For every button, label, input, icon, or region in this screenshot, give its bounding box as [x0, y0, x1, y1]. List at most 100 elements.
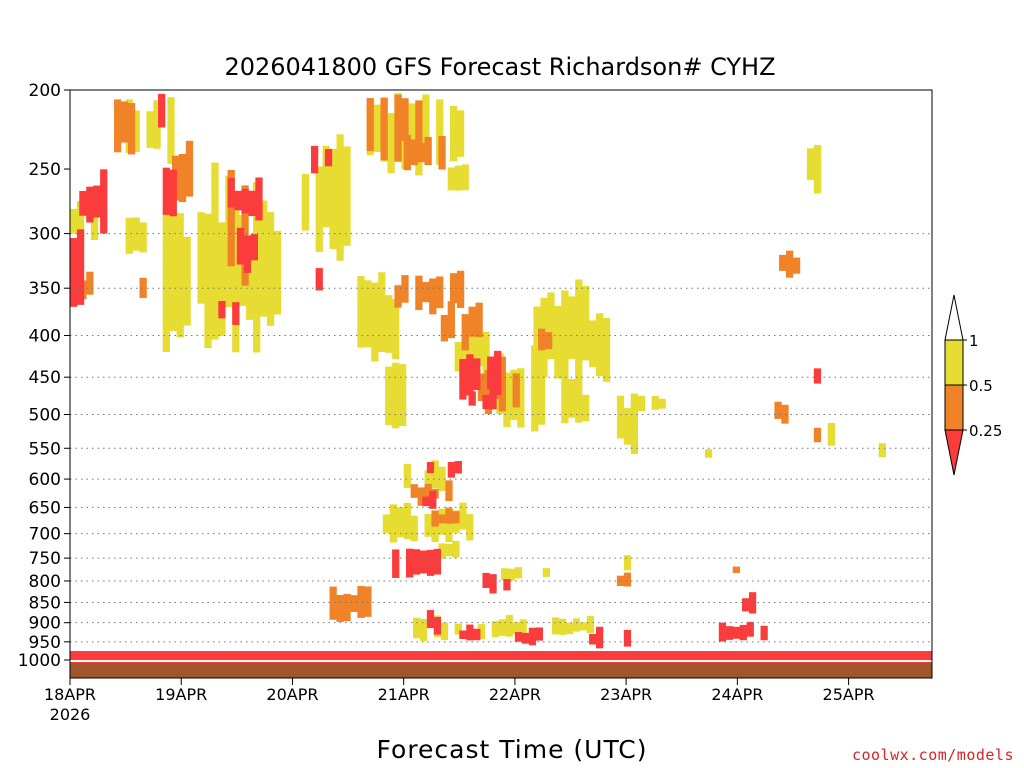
ri-cell	[364, 586, 372, 617]
ri-cell	[315, 166, 323, 252]
ri-cell	[357, 276, 365, 348]
ri-cell	[547, 292, 555, 360]
ri-cell	[392, 298, 400, 360]
ri-cell	[558, 618, 567, 635]
ri-cell	[405, 548, 414, 578]
ri-cell	[178, 153, 187, 203]
ri-cell	[426, 549, 435, 576]
ri-cell	[473, 358, 481, 391]
ri-cell	[436, 276, 444, 309]
ri-cell	[403, 135, 411, 171]
ri-cell	[466, 624, 474, 641]
ri-cell	[878, 443, 886, 458]
ri-cell	[582, 285, 590, 361]
ground-band	[70, 663, 932, 678]
ri-cell	[658, 398, 666, 409]
ri-cell	[408, 103, 416, 165]
x-tick-label: 18APR	[44, 685, 96, 704]
ri-cell	[454, 165, 462, 191]
ri-cell	[512, 622, 520, 634]
ri-cell	[146, 111, 154, 148]
ri-cell	[424, 470, 432, 490]
ri-cell	[477, 373, 486, 402]
ri-cell	[438, 135, 446, 170]
ri-cell	[575, 377, 583, 423]
ri-cell	[322, 145, 330, 228]
ri-cell	[445, 543, 453, 557]
ri-cell	[704, 449, 713, 458]
legend-swatch-bottom	[944, 429, 964, 476]
ri-cell	[637, 395, 645, 412]
ri-cell	[79, 190, 87, 216]
ri-cell	[519, 619, 527, 641]
ri-cell	[389, 504, 398, 543]
ri-cell	[452, 540, 460, 558]
ri-cell	[454, 460, 462, 474]
ri-cell	[380, 97, 388, 161]
ri-cell	[806, 148, 815, 181]
ri-cell	[385, 295, 393, 353]
ri-cell	[568, 379, 576, 418]
ri-cell	[410, 484, 418, 498]
ri-cell	[329, 148, 337, 250]
ri-cell	[623, 629, 632, 647]
ri-cell	[535, 627, 544, 641]
ri-cell	[162, 167, 170, 215]
ri-cell	[586, 615, 594, 634]
ri-cell	[167, 97, 175, 164]
ri-cell	[760, 625, 768, 641]
ri-cell	[623, 408, 632, 445]
ri-cell	[616, 395, 625, 439]
ri-cell	[503, 372, 511, 427]
ri-cell	[232, 302, 240, 325]
ri-cell	[813, 145, 822, 194]
plot-frame	[69, 89, 933, 679]
ri-cell	[447, 167, 455, 191]
ri-cell	[403, 502, 411, 540]
ri-cell	[132, 110, 140, 152]
ri-cell	[579, 622, 588, 631]
ri-cell	[357, 585, 365, 618]
x-tick-sublabel: 2026	[50, 705, 91, 724]
ri-cell	[426, 462, 435, 474]
ri-cell	[394, 94, 402, 162]
ri-cell	[732, 626, 740, 639]
ri-cell	[162, 207, 170, 353]
ri-cell	[429, 278, 437, 315]
credit-text: coolwx.com/models	[851, 746, 1014, 764]
ri-cell	[582, 394, 590, 422]
ri-cell	[169, 210, 177, 331]
ri-cell	[459, 630, 467, 639]
ri-cell	[422, 496, 430, 507]
ri-cell	[232, 192, 240, 353]
ri-cell	[424, 483, 432, 503]
ri-cell	[373, 104, 381, 152]
ri-cell	[218, 301, 226, 319]
ri-cell	[501, 568, 509, 581]
ri-cell	[211, 162, 219, 340]
ri-cell	[197, 212, 205, 304]
ri-cell	[461, 164, 469, 191]
y-tick-label: 800	[29, 572, 61, 592]
ri-cell	[415, 275, 423, 311]
ri-cell	[158, 93, 166, 128]
ri-cell	[310, 145, 319, 174]
ri-cell	[415, 100, 423, 157]
ri-cell	[315, 268, 323, 291]
ri-cell	[468, 306, 476, 337]
ri-cell	[630, 393, 639, 414]
ri-cell	[489, 386, 497, 410]
y-tick-label: 300	[29, 225, 61, 245]
y-tick-label: 200	[29, 81, 61, 101]
ri-cell	[538, 328, 546, 351]
legend-swatch-top	[944, 294, 964, 341]
ri-cell	[371, 282, 379, 362]
ri-cell	[329, 586, 337, 620]
ri-cell	[732, 566, 740, 573]
ri-cell	[234, 190, 242, 211]
ri-cell	[76, 201, 85, 245]
ri-cell	[461, 314, 469, 351]
ri-cell	[433, 617, 442, 635]
y-tick-label: 250	[29, 160, 61, 180]
ri-cell	[336, 595, 344, 622]
